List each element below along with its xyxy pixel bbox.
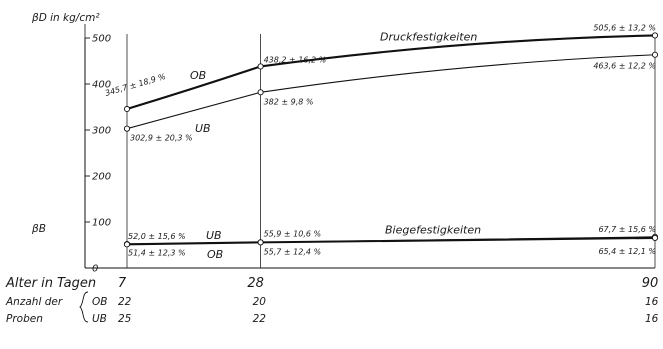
data-label-0-2: 505,6 ± 13,2 % bbox=[593, 23, 656, 32]
y-tick-label-1: 100 bbox=[92, 218, 111, 229]
data-label-2-1: 55,9 ± 10,6 % bbox=[264, 229, 322, 238]
axis-layer bbox=[84, 24, 655, 269]
series-layer bbox=[123, 32, 659, 248]
data-label-3-1: 55,7 ± 12,4 % bbox=[264, 247, 322, 256]
sample-count-label-line1: Anzahl der bbox=[5, 296, 63, 308]
y-tick-label-4: 400 bbox=[92, 80, 111, 91]
x-tick-labels: 7 28 90 bbox=[118, 276, 658, 291]
x-tick-label-1: 28 bbox=[247, 276, 264, 291]
data-point-0-0 bbox=[123, 105, 131, 113]
sample-count-0-1: 20 bbox=[253, 296, 267, 308]
data-point-0-2 bbox=[651, 32, 659, 39]
data-point-1-2 bbox=[651, 51, 659, 58]
data-point-3-2 bbox=[651, 234, 659, 241]
x-axis-title: Alter in Tagen bbox=[5, 276, 96, 291]
series-line-3 bbox=[126, 236, 656, 246]
data-label-0-0: 345,7 ± 18,9 % bbox=[104, 72, 167, 98]
curve-label-3: OB bbox=[207, 248, 223, 261]
y-tick-label-2: 200 bbox=[92, 172, 111, 183]
x-tick-label-2: 90 bbox=[642, 276, 659, 291]
series-line-1 bbox=[126, 54, 656, 130]
sample-count-0-2: 16 bbox=[645, 296, 659, 308]
data-label-3-0: 51,4 ± 12,3 % bbox=[128, 248, 186, 257]
data-label-1-1: 382 ± 9,8 % bbox=[264, 97, 314, 106]
curve-label-1: UB bbox=[195, 122, 211, 135]
data-label-3-2: 65,4 ± 12,1 % bbox=[598, 247, 656, 256]
y-tick-label-0: 0 bbox=[92, 264, 98, 275]
data-label-1-2: 463,6 ± 12,2 % bbox=[593, 62, 656, 71]
sample-count-1-1: 22 bbox=[253, 313, 267, 325]
y-ticks: 0 100 200 300 400 500 bbox=[85, 34, 111, 275]
y-axis-title-secondary: βB bbox=[31, 223, 46, 235]
sample-count-1-2: 16 bbox=[645, 313, 659, 325]
sample-row-name-0: OB bbox=[92, 296, 107, 308]
data-label-2-0: 52,0 ± 15,6 % bbox=[128, 232, 186, 241]
y-tick-label-3: 300 bbox=[92, 126, 111, 137]
data-label-2-2: 67,7 ± 15,6 % bbox=[598, 225, 656, 234]
curve-label-0: OB bbox=[190, 69, 206, 82]
sample-count-0-0: 22 bbox=[118, 296, 132, 308]
y-tick-label-5: 500 bbox=[92, 34, 111, 45]
group-label-biege: Biegefestigkeiten bbox=[385, 223, 481, 236]
series-line-0 bbox=[126, 34, 656, 110]
gridlines bbox=[126, 34, 656, 268]
y-axis-title: βD in kg/cm² bbox=[31, 12, 100, 24]
data-label-1-0: 302,9 ± 20,3 % bbox=[130, 134, 193, 143]
group-label-druck: Druckfestigkeiten bbox=[380, 30, 477, 43]
sample-count-label-line2: Proben bbox=[6, 313, 43, 325]
data-point-3-1 bbox=[257, 239, 264, 246]
data-label-0-1: 438,2 ± 16,2 % bbox=[264, 55, 327, 64]
data-point-3-0 bbox=[123, 241, 131, 248]
sample-row-name-1: UB bbox=[92, 313, 107, 325]
sample-count-1-0: 25 bbox=[118, 313, 132, 325]
sample-count-brace bbox=[79, 291, 89, 323]
curve-label-2: UB bbox=[206, 229, 222, 242]
data-point-1-0 bbox=[123, 125, 131, 132]
x-tick-label-0: 7 bbox=[118, 276, 127, 291]
sample-counts: OB 22 20 16 UB 25 22 16 bbox=[92, 296, 659, 325]
data-point-0-1 bbox=[257, 63, 264, 70]
data-point-1-1 bbox=[257, 89, 264, 96]
